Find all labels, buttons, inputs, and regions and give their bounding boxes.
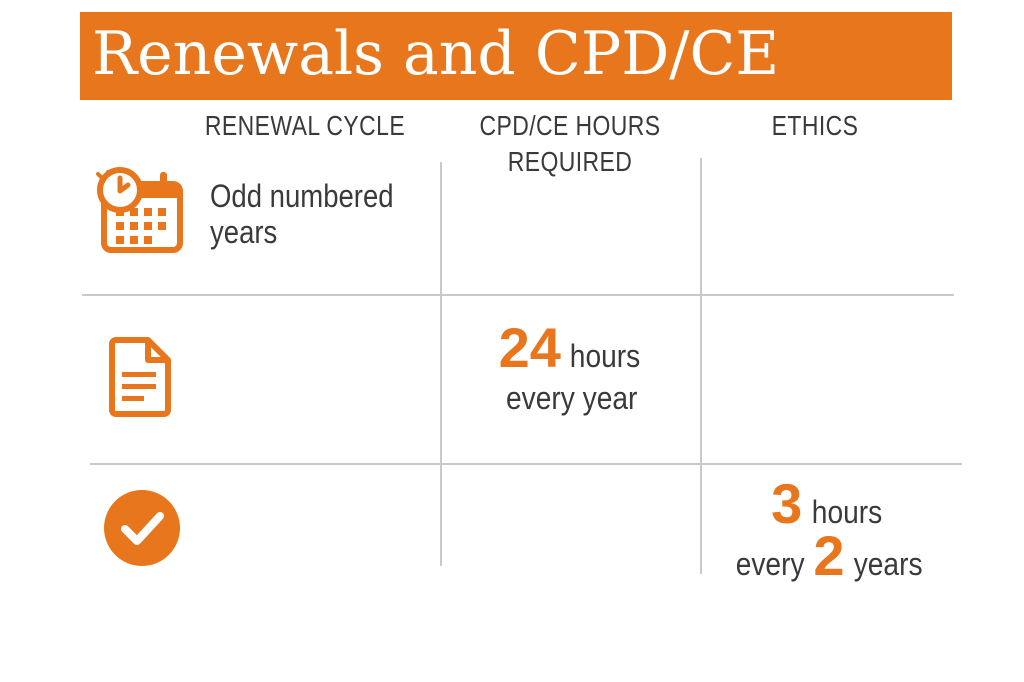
renewal-cycle-text: Odd numbered years: [210, 178, 416, 250]
cpd-hours-cell: 24 hours every year: [444, 318, 700, 418]
row-divider-1: [82, 294, 954, 296]
ethics-period-prefix: every: [735, 546, 805, 582]
row-divider-2: [90, 463, 962, 465]
column-header-renewal-cycle: RENEWAL CYCLE: [204, 110, 406, 141]
ethics-period-number: 2: [813, 524, 845, 587]
checkmark-circle-icon: [104, 490, 180, 566]
calendar-clock-icon: [96, 167, 183, 253]
renewal-cycle-line1: Odd numbered: [210, 178, 394, 214]
column-header-ethics: ETHICS: [771, 110, 859, 141]
ethics-hours-number: 3: [771, 472, 803, 535]
column-divider-2: [700, 158, 702, 574]
renewal-cycle-line2: years: [210, 214, 278, 250]
page-title: Renewals and CPD/CE: [92, 19, 780, 89]
column-header-cpd-line2: REQUIRED: [507, 146, 633, 177]
cpd-hours-unit: hours: [570, 338, 641, 374]
column-header-cpd-line1: CPD/CE HOURS: [479, 110, 661, 141]
column-divider-1: [440, 162, 442, 566]
column-header-cpd: CPD/CE HOURS REQUIRED: [463, 108, 676, 180]
ethics-hours-cell: 3 hours every 2 years: [704, 474, 954, 586]
title-banner: Renewals and CPD/CE: [80, 12, 952, 100]
ethics-period-suffix: years: [853, 546, 923, 582]
cpd-hours-number: 24: [498, 316, 561, 379]
document-icon: [109, 337, 171, 417]
ethics-hours-unit: hours: [811, 494, 883, 530]
cpd-hours-period: every year: [506, 380, 638, 416]
